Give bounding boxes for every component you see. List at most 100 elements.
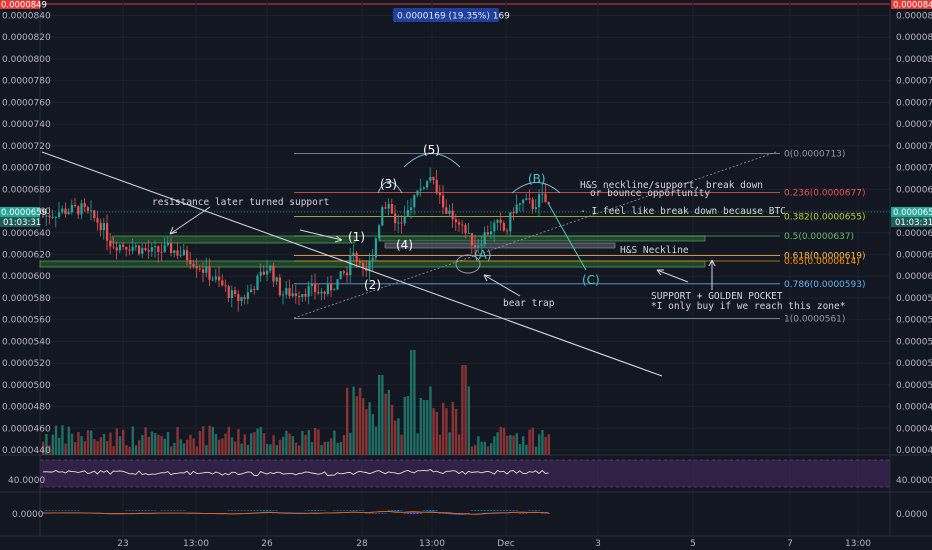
price-axis[interactable]: 0.0000840 0.0000820 0.0000800 0.0000780 0.00… xyxy=(896,12,932,457)
resistance-zone[interactable] xyxy=(111,235,356,244)
macd-hist-bar xyxy=(400,510,403,511)
fib-label-0: 0(0.0000713) xyxy=(784,149,845,159)
macd-hist-bar xyxy=(259,510,262,511)
candle-body xyxy=(298,296,301,298)
candle-body xyxy=(166,243,169,246)
candle-body xyxy=(259,271,262,276)
hs-annotation-line2: or bounce opportunity xyxy=(590,188,710,199)
macd-hist-bar xyxy=(253,510,256,511)
volume-bar xyxy=(512,435,515,455)
time-tick-label: 13:00 xyxy=(183,539,209,549)
fib-retracement[interactable]: 0(0.0000713) 0.236(0.0000677) 0.382(0.0000… xyxy=(294,149,865,325)
volume-bar xyxy=(205,445,208,455)
macd-hist-bar xyxy=(429,510,432,511)
candle-body xyxy=(160,251,163,253)
volume-bar xyxy=(474,444,477,455)
candle-body xyxy=(269,265,272,271)
candle-body xyxy=(531,199,534,209)
macd-hist-bar xyxy=(502,510,505,511)
candle-body xyxy=(96,218,99,223)
macd-hist-bar xyxy=(515,510,518,511)
macd-signal xyxy=(43,511,549,515)
macd-hist-bar xyxy=(150,510,153,511)
fib-label-0.236: 0.236(0.0000677) xyxy=(784,189,865,199)
volume-bar xyxy=(528,429,531,455)
volume-bar xyxy=(422,400,426,455)
wave-b-label: (B) xyxy=(528,172,546,186)
volume-bar xyxy=(96,441,99,455)
rsi-axis-label-right: 40.0000 xyxy=(896,476,932,486)
candle-body xyxy=(483,232,486,245)
candle-body xyxy=(304,293,307,297)
descending-trendline[interactable] xyxy=(41,151,663,377)
candle-body xyxy=(272,265,275,282)
macd-hist-bar xyxy=(470,510,473,511)
macd-hist-bar xyxy=(374,513,377,514)
countdown-badge-left xyxy=(0,217,40,227)
time-axis[interactable]: 23 13:00 26 28 13:00 Dec 3 5 7 13:00 xyxy=(117,539,871,549)
volume-bar xyxy=(256,428,259,455)
breakdown-annotation: - I feel like break down because BTC xyxy=(580,206,786,217)
candle-body xyxy=(240,297,243,302)
candle-body xyxy=(448,210,451,214)
macd-hist-bar xyxy=(333,510,336,511)
volume-bar xyxy=(70,433,74,455)
candle-body xyxy=(122,244,125,247)
price-tick-label-left: 0.0000780 xyxy=(2,77,51,87)
macd-hist-bar xyxy=(176,510,179,511)
candle-body xyxy=(243,297,246,299)
price-tick-label: 0.0000740 xyxy=(896,120,932,130)
volume-bar xyxy=(128,446,131,455)
grid xyxy=(40,0,890,536)
candle-body xyxy=(61,208,64,213)
fib-05-zone[interactable] xyxy=(379,235,706,242)
candle-body xyxy=(339,271,342,280)
price-tick-label: 0.0000620 xyxy=(896,250,932,260)
candle-body xyxy=(371,257,374,261)
volume-bar xyxy=(547,434,550,455)
price-tick-label-left: 0.0000460 xyxy=(2,424,51,434)
volume-bar xyxy=(342,434,346,455)
macd-hist-bar xyxy=(77,510,80,511)
fib-diagonal[interactable] xyxy=(293,151,777,319)
price-tick-label: 0.0000440 xyxy=(896,446,932,456)
price-tick-label-left: 0.0000520 xyxy=(2,359,51,369)
candle-body xyxy=(323,291,326,294)
volume-bar xyxy=(461,365,464,455)
hs-neckline-zone[interactable] xyxy=(384,242,616,249)
candle-body xyxy=(186,250,189,261)
macd-hist-bar xyxy=(506,510,509,511)
candle-body xyxy=(224,285,227,287)
macd-hist-bar xyxy=(547,513,550,514)
volume-bar xyxy=(301,431,304,455)
candle-body xyxy=(454,219,457,223)
volume-bar xyxy=(144,427,147,455)
measure-badge-text: 0.0000169 (19.35%) 169 xyxy=(397,12,510,22)
candle-body xyxy=(266,270,269,275)
candle-body xyxy=(253,289,256,291)
price-tick-label: 0.0000720 xyxy=(896,142,932,152)
annotation-arrows xyxy=(169,206,716,297)
current-price-badge-left-text: 0.0000659 xyxy=(1,208,47,218)
volume-bar xyxy=(150,431,154,455)
volume-bar xyxy=(435,411,438,455)
left-shoulder-arc xyxy=(377,181,403,194)
macd-hist-bar xyxy=(182,510,185,511)
candle-body xyxy=(410,207,413,211)
candle-body xyxy=(58,212,61,217)
volume-bar xyxy=(429,386,432,455)
candle-body xyxy=(227,286,230,298)
volume-bar xyxy=(237,429,240,455)
candle-body xyxy=(237,294,240,302)
volume-bar xyxy=(355,396,358,455)
candle-body xyxy=(403,216,406,224)
macd-hist-bar xyxy=(352,510,355,511)
price-tick-label-left: 0.0000720 xyxy=(2,142,51,152)
candle-body xyxy=(131,246,134,251)
macd-hist-bar xyxy=(483,510,486,511)
candle-body xyxy=(179,255,182,256)
macd-hist-bar xyxy=(48,510,51,511)
wave-c-line[interactable] xyxy=(547,202,587,271)
top-price-badge-text: 0.0000849 xyxy=(893,1,932,11)
